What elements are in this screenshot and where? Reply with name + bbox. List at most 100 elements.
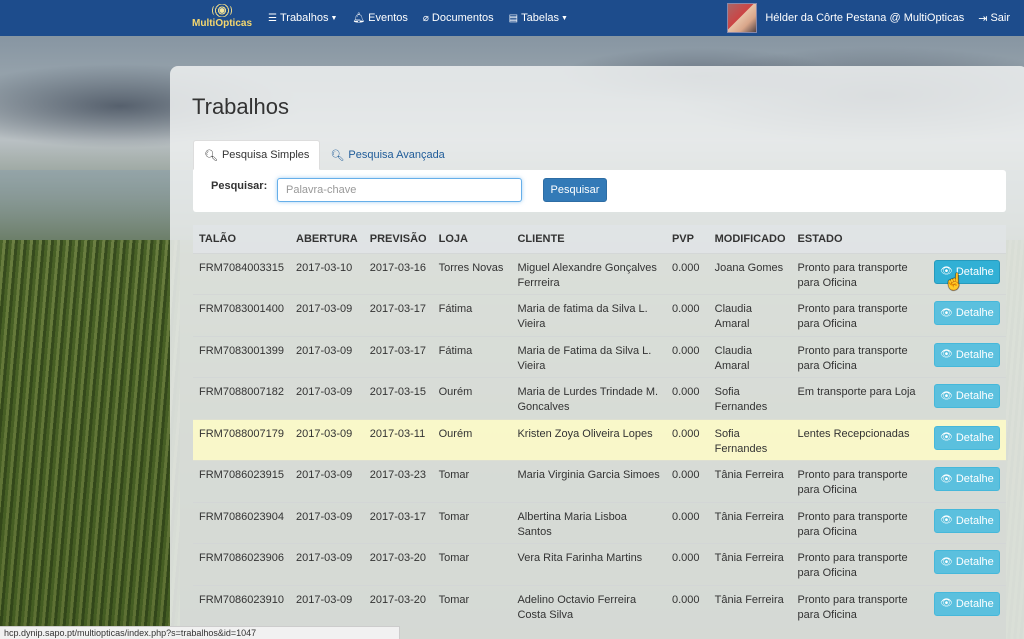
detalhe-button-label: Detalhe — [955, 556, 994, 568]
cell-abertura: 2017-03-09 — [290, 335, 364, 378]
detalhe-button-label: Detalhe — [955, 307, 994, 319]
cell-modificado: Tânia Ferreira — [708, 543, 792, 585]
search-input[interactable] — [277, 178, 522, 202]
col-header-pvp[interactable]: PVP — [665, 225, 709, 253]
brand-emblem-icon — [211, 4, 233, 17]
cell-pvp: 0.000 — [665, 252, 709, 295]
eye-icon: 👁︎ — [940, 556, 953, 568]
cell-previsao: 2017-03-20 — [363, 584, 433, 627]
cell-estado: Pronto para transporte para Oficina — [791, 460, 928, 502]
detalhe-button[interactable]: 👁︎ Detalhe — [933, 384, 1000, 408]
cell-pvp: 0.000 — [665, 377, 709, 419]
table-row[interactable]: FRM7083001399 2017-03-09 2017-03-17 Fátima M… — [193, 335, 1006, 378]
cell-estado: Pronto para transporte para Oficina — [791, 252, 928, 295]
table-row[interactable]: FRM7086023904 2017-03-09 2017-03-17 Tomar Al… — [193, 501, 1006, 544]
cell-modificado: Tânia Ferreira — [708, 501, 792, 544]
cell-talao: FRM7086023910 — [193, 584, 291, 627]
menu-trabalhos[interactable]: ☰ Trabalhos ▼ — [268, 12, 337, 24]
cell-talao: FRM7088007179 — [193, 418, 291, 461]
cell-talao: FRM7083001400 — [193, 294, 291, 336]
detalhe-button[interactable]: 👁︎ Detalhe — [933, 508, 1000, 533]
cell-pvp: 0.000 — [665, 418, 709, 461]
cell-loja: Ourém — [432, 377, 512, 419]
col-header-cliente[interactable]: CLIENTE — [511, 225, 666, 253]
cell-abertura: 2017-03-09 — [290, 501, 364, 544]
cell-abertura: 2017-03-09 — [290, 584, 364, 627]
cell-previsao: 2017-03-23 — [363, 460, 433, 502]
eye-icon: 👁︎ — [940, 515, 953, 526]
detalhe-button-label: Detalhe — [955, 514, 994, 527]
cell-abertura: 2017-03-09 — [290, 377, 364, 419]
menu-eventos[interactable]: 🔔︎ Eventos — [352, 12, 407, 24]
table-icon: ▤ — [508, 12, 519, 24]
cell-cliente: Maria de Fatima da Silva L. Vieira — [511, 335, 666, 378]
search-form: Pesquisar: Pesquisar — [193, 170, 1006, 212]
menu-tabelas[interactable]: ▤ Tabelas ▼ — [509, 12, 568, 24]
cell-cliente: Maria de Lurdes Trindade M. Goncalves — [511, 377, 666, 419]
cell-pvp: 0.000 — [665, 584, 709, 627]
detalhe-button-label: Detalhe — [955, 597, 994, 610]
cell-estado: Pronto para transporte para Oficina — [791, 501, 928, 544]
eye-icon: 👁︎ — [940, 473, 953, 485]
table-row[interactable]: FRM7084003315 2017-03-10 2017-03-16 Torres … — [193, 252, 1006, 295]
brand-logo[interactable]: MultiOpticas — [192, 4, 252, 32]
cell-modificado: Joana Gomes — [708, 252, 792, 295]
cell-modificado: Sofia Fernandes — [708, 418, 792, 461]
tab-pesquisa-simples[interactable]: 🔍︎ Pesquisa Simples — [193, 140, 321, 170]
cell-previsao: 2017-03-15 — [363, 377, 433, 419]
search-button[interactable]: Pesquisar — [543, 178, 607, 202]
col-header-loja[interactable]: LOJA — [432, 225, 512, 253]
table-row[interactable]: FRM7083001400 2017-03-09 2017-03-17 Fátima M… — [193, 294, 1006, 336]
eye-icon: 👁︎ — [940, 390, 953, 402]
cell-estado: Pronto para transporte para Oficina — [791, 543, 928, 585]
eye-icon: 👁︎ — [940, 432, 953, 443]
table-row[interactable]: FRM7088007179 2017-03-09 2017-03-11 Ourém Kr… — [193, 418, 1006, 461]
detalhe-button[interactable]: 👁︎ Detalhe — [933, 301, 1000, 325]
eye-icon: 👁︎ — [940, 307, 953, 319]
col-header-modificado[interactable]: MODIFICADO — [708, 225, 792, 253]
cell-cliente: Vera Rita Farinha Martins — [511, 543, 666, 585]
cell-abertura: 2017-03-09 — [290, 543, 364, 585]
cell-loja: Tomar — [432, 501, 512, 544]
cell-talao: FRM7086023915 — [193, 460, 291, 502]
cell-loja: Fátima — [432, 294, 512, 336]
cell-previsao: 2017-03-17 — [363, 335, 433, 378]
cell-cliente: Miguel Alexandre Gonçalves Ferrreira — [511, 252, 666, 295]
detalhe-button-label: Detalhe — [955, 265, 994, 278]
table-row[interactable]: FRM7088007182 2017-03-09 2017-03-15 Ourém Ma… — [193, 377, 1006, 419]
menu-eventos-label: Eventos — [368, 12, 408, 24]
cell-previsao: 2017-03-16 — [363, 252, 433, 295]
detalhe-button-label: Detalhe — [955, 431, 994, 444]
col-header-abertura[interactable]: ABERTURA — [290, 225, 364, 253]
tab-pesquisa-avancada[interactable]: 🔍︎ Pesquisa Avançada — [320, 140, 454, 170]
detalhe-button[interactable]: 👁︎ Detalhe — [933, 259, 1000, 284]
logout-icon: ⇥ — [978, 12, 988, 25]
logout-link[interactable]: ⇥ Sair — [978, 12, 1010, 25]
user-name[interactable]: Hélder da Côrte Pestana @ MultiOpticas — [765, 12, 965, 24]
cell-abertura: 2017-03-09 — [290, 460, 364, 502]
list-icon: ☰ — [268, 12, 277, 24]
table-row[interactable]: FRM7086023910 2017-03-09 2017-03-20 Tomar Ad… — [193, 584, 1006, 627]
user-area: Hélder da Côrte Pestana @ MultiOpticas ⇥… — [727, 0, 1010, 36]
detalhe-button[interactable]: 👁︎ Detalhe — [933, 467, 1000, 491]
search-label: Pesquisar: — [211, 180, 268, 192]
cell-cliente: Adelino Octavio Ferreira Costa Silva — [511, 584, 666, 627]
table-row[interactable]: FRM7086023906 2017-03-09 2017-03-20 Tomar Ve… — [193, 543, 1006, 585]
page-title: Trabalhos — [192, 94, 290, 119]
col-header-estado[interactable]: ESTADO — [791, 225, 928, 253]
col-header-talao[interactable]: TALÃO — [193, 225, 291, 253]
detalhe-button[interactable]: 👁︎ Detalhe — [933, 591, 1000, 616]
detalhe-button[interactable]: 👁︎ Detalhe — [933, 550, 1000, 574]
cell-abertura: 2017-03-09 — [290, 418, 364, 461]
menu-documentos[interactable]: ⌀ Documentos — [423, 12, 494, 24]
detalhe-button[interactable]: 👁︎ Detalhe — [933, 342, 1000, 367]
cell-loja: Torres Novas — [432, 252, 512, 295]
menu-trabalhos-label: Trabalhos — [279, 12, 329, 24]
menu-tabelas-label: Tabelas — [521, 12, 560, 24]
col-header-previsao[interactable]: PREVISÃO — [363, 225, 433, 253]
table-row[interactable]: FRM7086023915 2017-03-09 2017-03-23 Tomar Ma… — [193, 460, 1006, 502]
avatar[interactable] — [727, 3, 758, 33]
detalhe-button[interactable]: 👁︎ Detalhe — [933, 425, 1000, 450]
cell-estado: Pronto para transporte para Oficina — [791, 584, 928, 627]
cell-modificado: Sofia Fernandes — [708, 377, 792, 419]
